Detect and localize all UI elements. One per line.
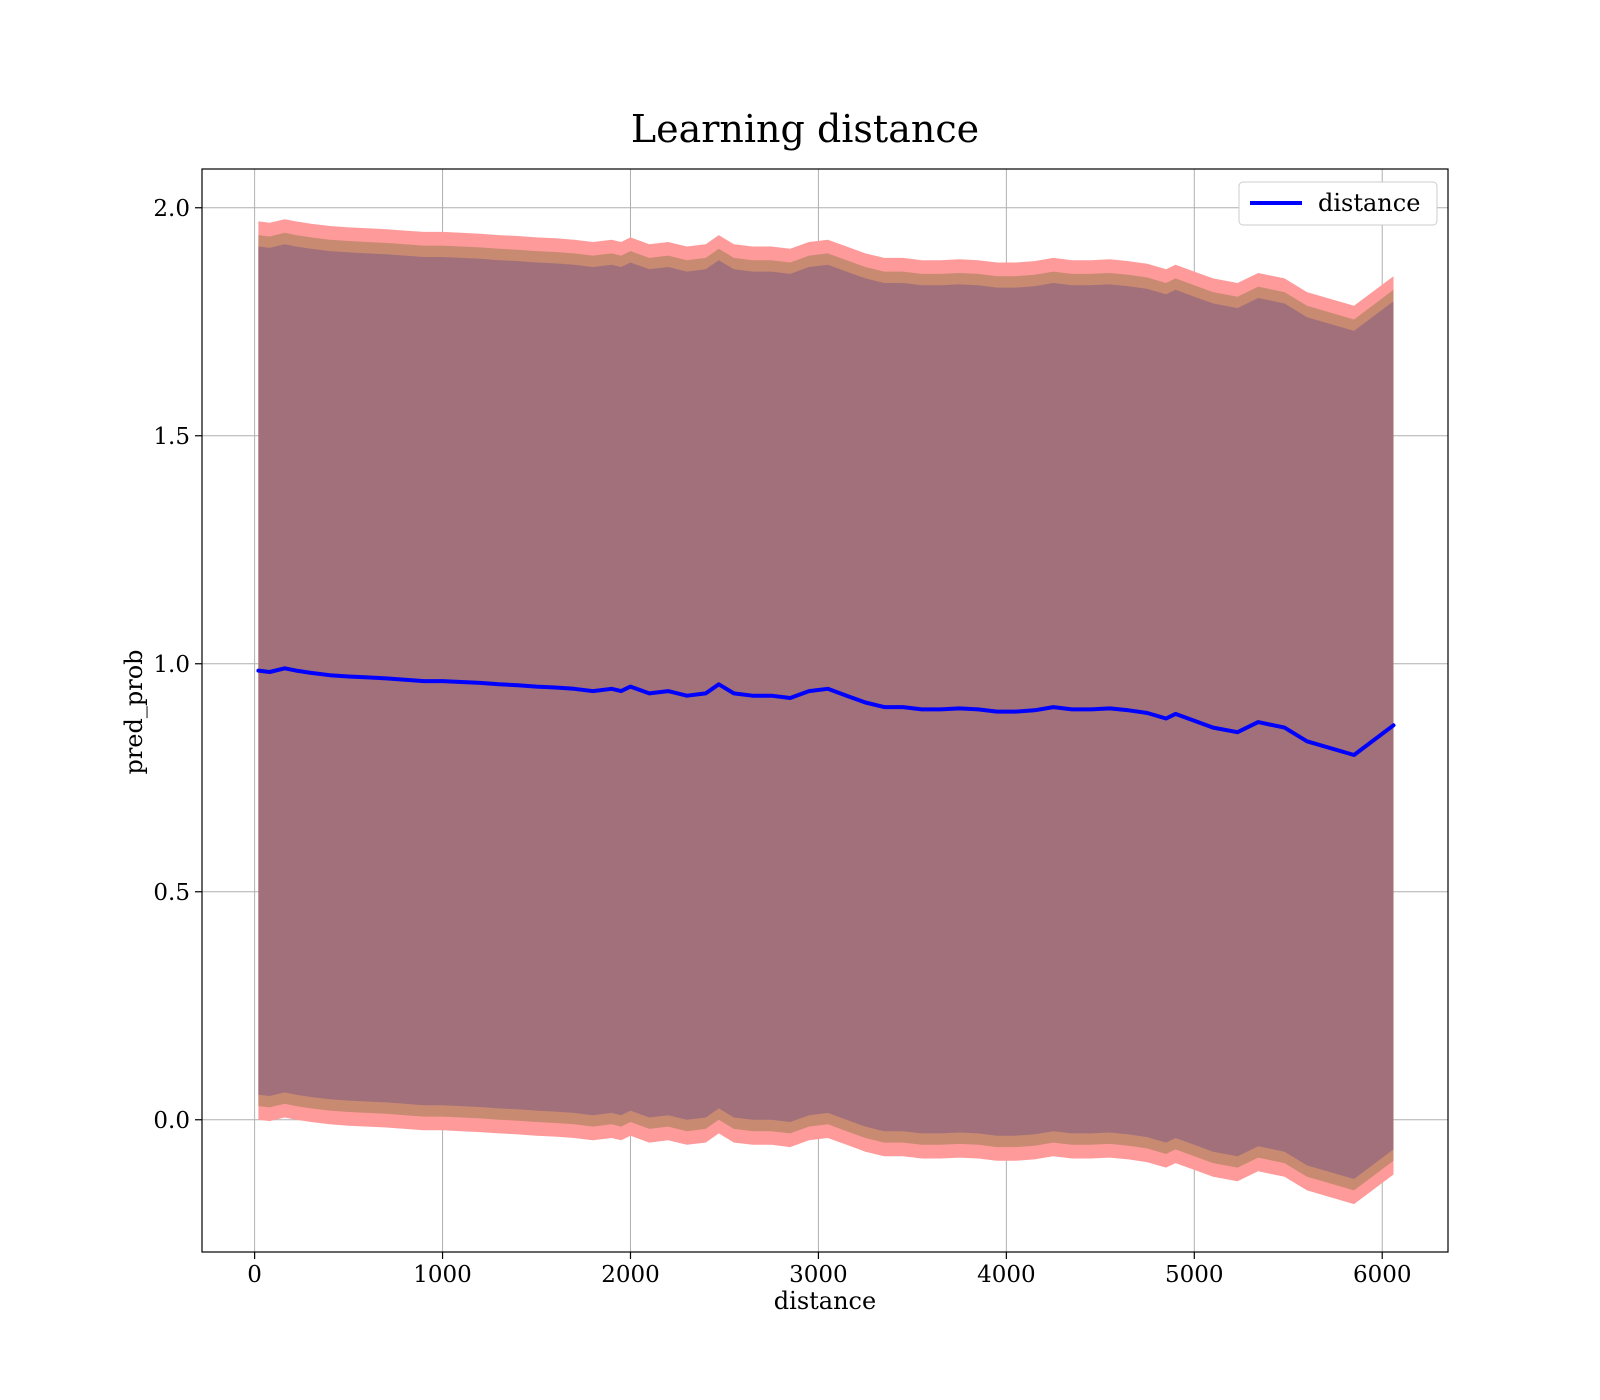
y-tick-label: 1.5 [153, 424, 190, 450]
series-line-distance [256, 666, 1396, 757]
plot-frame [201, 168, 1449, 1253]
x-tick-label: 3000 [789, 1262, 848, 1288]
y-axis-ticks: 0.0 0.5 1.0 1.5 2.0 [153, 196, 202, 1134]
y-tick-label: 1.0 [153, 652, 190, 678]
series-lines [256, 666, 1396, 757]
chart-title: Learning distance [631, 107, 979, 151]
y-axis-label: pred_prob [120, 649, 148, 774]
x-tick-label: 1000 [413, 1262, 472, 1288]
y-tick-label: 2.0 [153, 196, 190, 222]
y-tick-label: 0.0 [153, 1108, 190, 1134]
x-tick-label: 0 [247, 1262, 262, 1288]
y-tick-label: 0.5 [153, 880, 190, 906]
legend: distance [1238, 181, 1438, 226]
confidence-bands [258, 219, 1394, 1205]
x-axis-label: distance [774, 1287, 876, 1315]
x-tick-label: 4000 [977, 1262, 1036, 1288]
x-tick-label: 6000 [1353, 1262, 1412, 1288]
band-inner [258, 244, 1394, 1179]
legend-label-distance: distance [1318, 189, 1420, 217]
x-axis-ticks: 0 1000 2000 3000 4000 5000 6000 [247, 1252, 1411, 1288]
x-tick-label: 2000 [601, 1262, 660, 1288]
legend-box [1238, 181, 1438, 226]
x-tick-label: 5000 [1165, 1262, 1224, 1288]
